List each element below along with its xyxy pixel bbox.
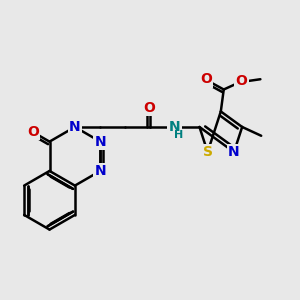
Text: N: N <box>169 120 180 134</box>
Text: H: H <box>174 130 184 140</box>
Text: N: N <box>69 120 81 134</box>
Text: S: S <box>202 145 213 159</box>
Text: O: O <box>144 101 156 115</box>
Text: N: N <box>94 135 106 148</box>
Text: O: O <box>27 125 39 139</box>
Text: O: O <box>200 72 212 86</box>
Text: O: O <box>236 74 247 88</box>
Text: N: N <box>94 164 106 178</box>
Text: N: N <box>228 145 240 159</box>
